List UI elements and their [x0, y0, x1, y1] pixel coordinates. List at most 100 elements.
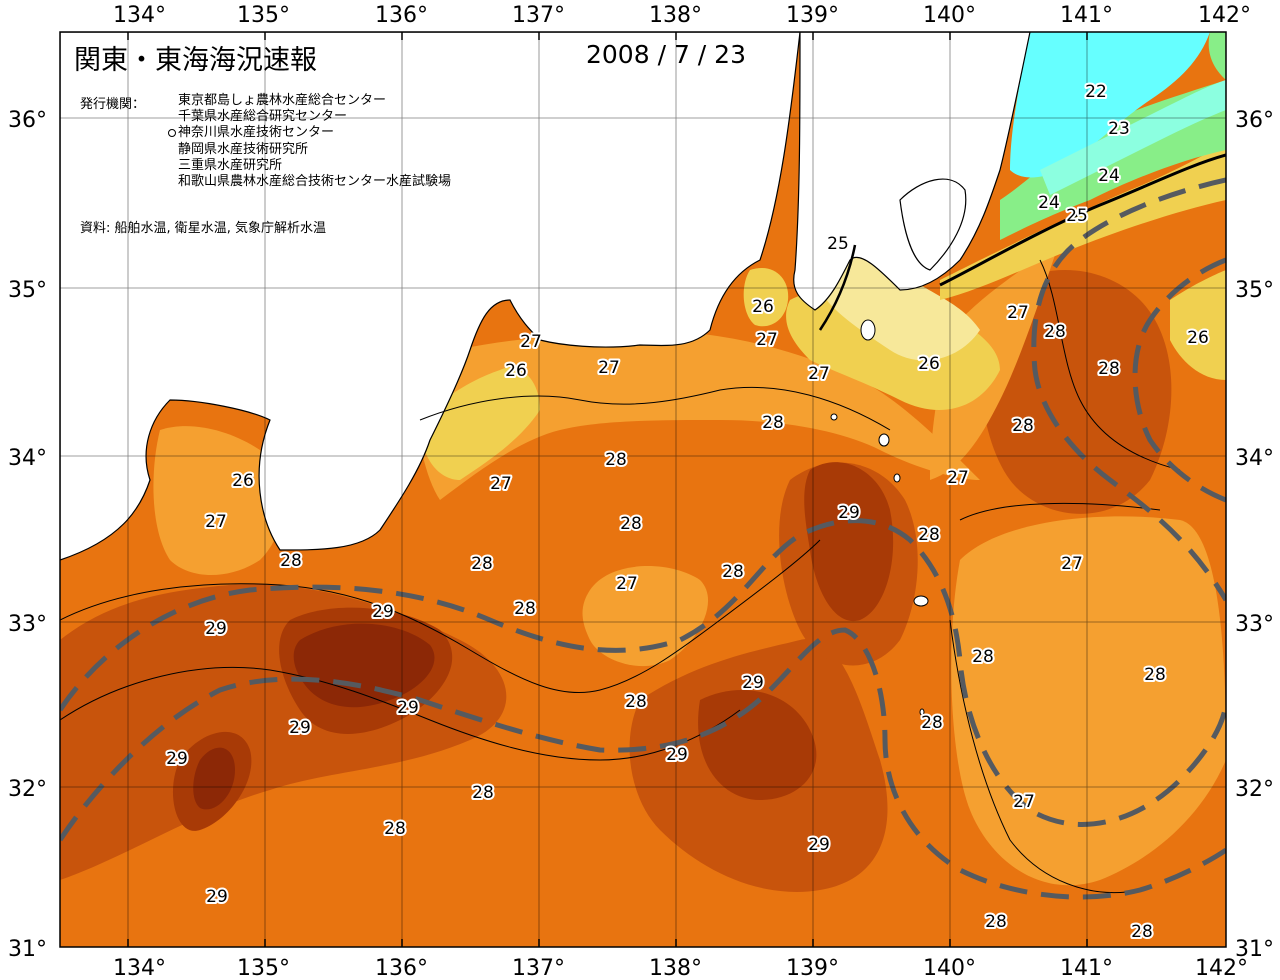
isotherm-label: 22 [1085, 82, 1107, 102]
lon-label: 140° [923, 956, 976, 980]
lon-label: 136° [375, 3, 428, 28]
island-aogashima [919, 708, 925, 716]
island-oshima [860, 319, 876, 341]
isotherm-label: 29 [808, 835, 830, 855]
lon-label: 139° [786, 956, 839, 980]
front-line-25 [939, 153, 1226, 287]
island-kozu [830, 413, 838, 421]
issuer-item: 三重県水産研究所 [178, 157, 283, 173]
issuer-item: 東京都島しょ農林水産総合センター [178, 93, 387, 108]
lat-label: 34° [1235, 446, 1274, 471]
sst-zone-27 [951, 516, 1226, 886]
isotherm-label: 27 [520, 332, 542, 352]
isotherm-label: 28 [625, 692, 647, 712]
issuer-item-label: 神奈川県水産技術センター [178, 125, 335, 141]
tick-marks [127, 32, 1088, 947]
isotherm-label: 28 [514, 599, 536, 619]
issuer-item: 千葉県水産総合研究センター [178, 109, 348, 125]
sst-zone-26 [743, 268, 789, 327]
sst-zone-27 [153, 426, 283, 575]
lat-labels-right: 36° 35° 34° 33° 32° 31° [1235, 108, 1274, 962]
map-title: 関東・東海海況速報 [74, 45, 317, 76]
lon-labels-top: 134° 135° 136° 137° 138° 139° 140° 141° … [113, 3, 1251, 28]
isotherm-label: 28 [1131, 922, 1153, 942]
isotherm-label: 25 [1066, 206, 1088, 226]
lat-label: 34° [8, 446, 47, 471]
graticule [60, 32, 1226, 947]
island-niijima [878, 433, 890, 447]
lon-label: 137° [512, 3, 565, 28]
lon-label: 136° [375, 956, 428, 980]
lon-label: 138° [649, 3, 702, 28]
isotherm-label: 29 [838, 503, 860, 523]
issuer-item: 神奈川県水産技術センター [168, 125, 451, 141]
isotherm-label: 27 [490, 474, 512, 494]
lat-label: 31° [8, 937, 47, 962]
isotherm-label: 27 [1061, 554, 1083, 574]
isotherm-label: 28 [722, 562, 744, 582]
sst-zone-29 [804, 462, 894, 622]
isotherm-label: 25 [827, 234, 849, 254]
isotherm-label: 27 [808, 364, 830, 384]
island-hachijo [913, 595, 929, 607]
isotherm-label: 28 [1012, 416, 1034, 436]
sst-zone-22 [1010, 32, 1210, 178]
isotherm-label: 29 [397, 698, 419, 718]
map-frame [59, 31, 1227, 948]
isotherm-label: 27 [1013, 792, 1035, 812]
sst-zone-27 [582, 566, 709, 667]
isotherm-label: 26 [918, 354, 940, 374]
lon-label: 139° [786, 3, 839, 28]
isotherm-label: 28 [762, 413, 784, 433]
isotherm-label: 29 [742, 673, 764, 693]
isotherm-label: 28 [918, 525, 940, 545]
isotherm-label: 29 [166, 749, 188, 769]
lat-label: 32° [1235, 777, 1274, 802]
land-kanto [793, 32, 1031, 311]
isotherm-label: 27 [598, 358, 620, 378]
isotherm-label: 28 [1098, 359, 1120, 379]
lat-label: 31° [1235, 937, 1274, 962]
sst-zone-29-5 [293, 623, 435, 708]
sst-zone-26 [1170, 270, 1226, 380]
lat-label: 33° [8, 612, 47, 637]
lon-labels-bottom: 134° 135° 136° 137° 138° 139° 140° 141° … [113, 956, 1248, 980]
isotherm-label: 29 [289, 718, 311, 738]
circle-marker-icon [168, 129, 176, 138]
issuer-list: 東京都島しょ農林水産総合センター 千葉県水産総合研究センター 神奈川県水産技術セ… [168, 93, 451, 190]
isotherm-label: 26 [1187, 328, 1209, 348]
isotherm-label: 28 [471, 554, 493, 574]
isotherm-labels-extra: 27 28 29 28 28 [204, 790, 1155, 944]
isotherm-label: 26 [232, 471, 254, 491]
isotherm-labels: 22 23 24 24 25 25 26 26 26 26 26 27 27 2… [164, 80, 1211, 857]
sst-zone-24 [1208, 32, 1226, 80]
isotherm-label: 28 [972, 647, 994, 667]
isotherm-label: 29 [206, 887, 228, 907]
lon-label: 141° [1060, 3, 1113, 28]
isotherm-label: 23 [1108, 119, 1130, 139]
issuer-item: 静岡県水産技術研究所 [178, 141, 309, 157]
isotherm-label: 28 [280, 551, 302, 571]
isotherm-label: 28 [1044, 322, 1066, 342]
isotherm-label: 24 [1098, 166, 1120, 186]
kuroshio-path [60, 177, 1226, 900]
sst-zone-25 [820, 246, 980, 361]
sst-zone-29-5 [193, 747, 235, 810]
lat-labels-left: 36° 35° 34° 33° 32° 31° [8, 108, 47, 962]
lon-label: 142° [1198, 3, 1251, 28]
isotherm-label: 28 [1144, 665, 1166, 685]
sst-zone-29 [698, 690, 817, 800]
lat-label: 32° [8, 777, 47, 802]
isotherm-label: 28 [605, 450, 627, 470]
lon-label: 135° [237, 3, 290, 28]
lon-label: 134° [113, 3, 166, 28]
map-date: 2008 / 7 / 23 [586, 40, 746, 69]
isotherm-lines [60, 259, 1181, 894]
isotherm-label: 29 [372, 602, 394, 622]
lat-label: 33° [1235, 612, 1274, 637]
island-miyake [893, 473, 901, 483]
map-canvas [60, 32, 1226, 947]
lon-label: 134° [113, 956, 166, 980]
lat-label: 36° [1235, 108, 1274, 133]
